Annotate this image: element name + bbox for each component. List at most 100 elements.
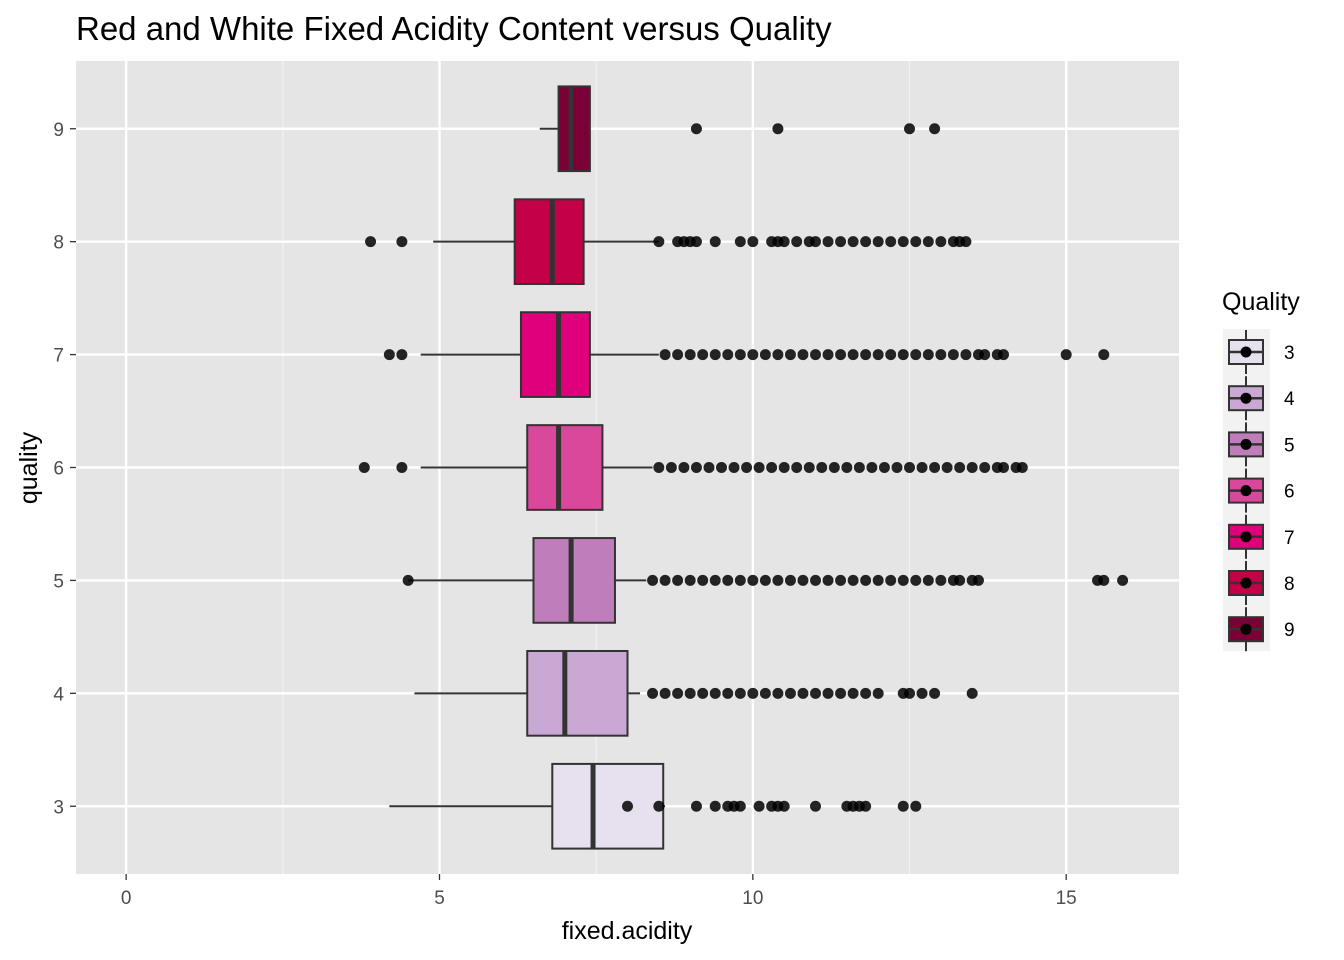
outlier-point	[941, 462, 953, 473]
outlier-point	[690, 800, 702, 812]
outlier-point	[885, 349, 897, 361]
outlier-point	[935, 236, 947, 248]
outlier-point	[797, 687, 809, 699]
outlier-point	[703, 462, 715, 473]
outlier-point	[922, 236, 934, 248]
chart-title: Red and White Fixed Acidity Content vers…	[76, 10, 832, 47]
legend-point	[1240, 485, 1252, 497]
box-quality-9	[539, 85, 941, 173]
outlier-point	[653, 236, 665, 248]
legend-label: 5	[1284, 435, 1295, 456]
outlier-point	[1117, 574, 1129, 586]
outlier-point	[709, 574, 721, 586]
box-iqr	[513, 198, 585, 286]
legend-point	[1240, 346, 1252, 358]
outlier-point	[653, 462, 665, 473]
outlier-point	[697, 349, 709, 361]
outlier-point	[709, 236, 721, 248]
outlier-point	[835, 349, 847, 361]
outlier-point	[878, 462, 890, 473]
outlier-point	[803, 462, 815, 473]
outlier-point	[659, 349, 671, 361]
outlier-point	[897, 800, 909, 812]
outlier-point	[684, 574, 696, 586]
outlier-point	[672, 687, 684, 699]
outlier-point	[784, 687, 796, 699]
outlier-point	[904, 123, 916, 135]
outlier-point	[797, 349, 809, 361]
legend-title: Quality	[1222, 288, 1300, 316]
outlier-point	[954, 462, 966, 473]
outlier-point	[734, 574, 746, 586]
outlier-point	[741, 462, 753, 473]
outlier-point	[1098, 349, 1110, 361]
outlier-point	[734, 236, 746, 248]
y-tick-label: 8	[53, 233, 64, 254]
outlier-point	[935, 349, 947, 361]
legend-point	[1240, 577, 1252, 589]
outlier-point	[935, 574, 947, 586]
outlier-point	[358, 462, 370, 473]
outlier-point	[791, 462, 803, 473]
outlier-point	[722, 687, 734, 699]
outlier-point	[647, 687, 659, 699]
x-tick-label: 5	[434, 888, 445, 909]
outlier-point	[722, 574, 734, 586]
outlier-point	[1098, 574, 1110, 586]
outlier-point	[778, 462, 790, 473]
axis-ticks: 0 5 10 15 3 4 5 6 7 8 9	[53, 120, 1076, 909]
outlier-point	[860, 687, 872, 699]
outlier-point	[753, 800, 765, 812]
outlier-point	[922, 574, 934, 586]
outlier-point	[784, 349, 796, 361]
outlier-point	[929, 462, 941, 473]
outlier-point	[885, 574, 897, 586]
outlier-point	[383, 349, 395, 361]
outlier-point	[766, 462, 778, 473]
outlier-point	[810, 687, 822, 699]
outlier-point	[778, 800, 790, 812]
outlier-point	[960, 349, 972, 361]
outlier-point	[622, 800, 633, 812]
outlier-point	[897, 349, 909, 361]
outlier-point	[734, 349, 746, 361]
outlier-point	[916, 462, 928, 473]
outlier-point	[947, 349, 959, 361]
legend-label: 8	[1284, 574, 1295, 595]
legend-label: 9	[1284, 620, 1295, 641]
outlier-point	[772, 687, 784, 699]
outlier-point	[784, 574, 796, 586]
box-iqr	[519, 311, 591, 398]
outlier-point	[709, 349, 721, 361]
outlier-point	[684, 687, 696, 699]
legend-item-7: 7	[1228, 514, 1295, 559]
outlier-point	[697, 574, 709, 586]
outlier-point	[678, 462, 690, 473]
outlier-point	[972, 574, 984, 586]
outlier-point	[847, 687, 859, 699]
y-tick-label: 4	[53, 684, 64, 705]
outlier-point	[897, 574, 909, 586]
legend: Quality 3 4 5 6 7 8 9	[1222, 288, 1300, 652]
box-quality-3	[389, 762, 922, 850]
outlier-point	[659, 574, 671, 586]
x-tick-label: 15	[1056, 888, 1077, 909]
outlier-point	[690, 236, 702, 248]
outlier-point	[684, 349, 696, 361]
x-tick-label: 0	[121, 888, 132, 909]
outlier-point	[659, 687, 671, 699]
outlier-point	[396, 349, 408, 361]
outlier-point	[835, 236, 847, 248]
legend-item-9: 9	[1228, 607, 1295, 652]
outlier-point	[1016, 462, 1028, 473]
outlier-point	[910, 574, 922, 586]
outlier-point	[697, 687, 709, 699]
outlier-point	[872, 349, 884, 361]
outlier-point	[772, 123, 784, 135]
outlier-point	[747, 349, 759, 361]
box-iqr	[557, 85, 591, 173]
outlier-point	[759, 687, 771, 699]
outlier-point	[841, 462, 853, 473]
box-iqr	[526, 424, 604, 511]
outlier-point	[734, 800, 746, 812]
